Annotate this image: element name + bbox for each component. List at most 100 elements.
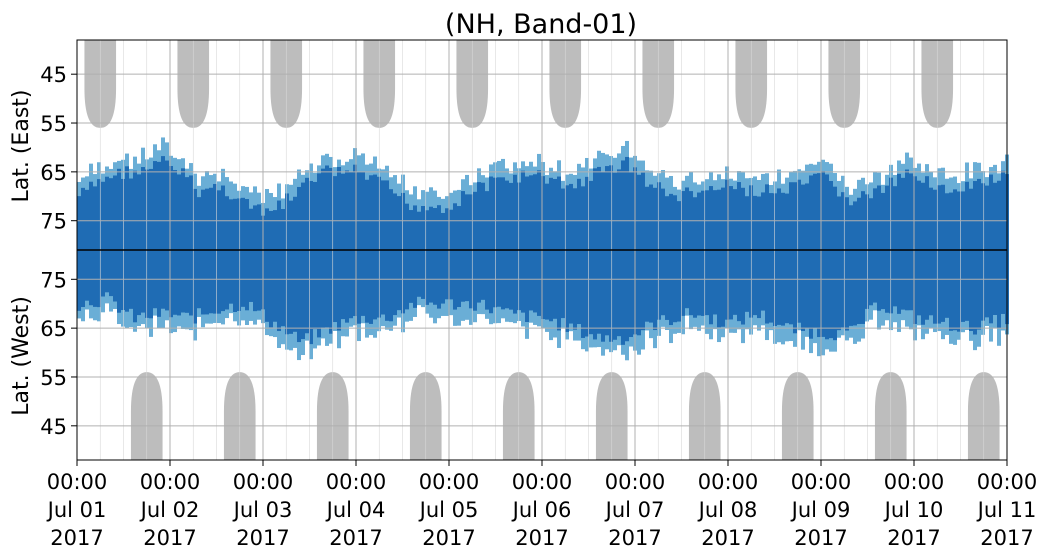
coverage-dark xyxy=(201,250,205,315)
coverage-dark xyxy=(465,194,469,250)
coverage-dark xyxy=(721,187,725,250)
coverage-dark xyxy=(385,250,389,321)
x-tick-label: 2017 xyxy=(887,526,940,550)
coverage-dark xyxy=(513,174,517,250)
coverage-dark xyxy=(753,250,757,316)
coverage-dark xyxy=(357,171,361,250)
coverage-dark xyxy=(717,250,721,328)
coverage-dark xyxy=(821,250,825,337)
coverage-dark xyxy=(809,175,813,250)
coverage-dark xyxy=(733,250,737,315)
coverage-dark xyxy=(649,184,653,250)
coverage-dark xyxy=(625,250,629,342)
coverage-dark xyxy=(481,182,485,250)
coverage-dark xyxy=(669,193,673,250)
coverage-dark xyxy=(381,250,385,315)
coverage-dark xyxy=(465,250,469,302)
coverage-dark xyxy=(817,250,821,338)
coverage-dark xyxy=(725,250,729,320)
coverage-dark xyxy=(137,250,141,316)
coverage-dark xyxy=(741,250,745,325)
coverage-dark xyxy=(81,187,85,250)
coverage-dark xyxy=(881,192,885,250)
coverage-dark xyxy=(629,250,633,338)
coverage-dark xyxy=(561,250,565,319)
coverage-dark xyxy=(521,170,525,250)
coverage-dark xyxy=(997,180,1001,250)
coverage-dark xyxy=(585,176,589,250)
coverage-dark xyxy=(369,175,373,250)
coverage-dark xyxy=(105,250,109,293)
coverage-dark xyxy=(577,178,581,250)
coverage-dark xyxy=(901,250,905,310)
coverage-dark xyxy=(457,250,461,308)
coverage-dark xyxy=(157,161,161,250)
coverage-dark xyxy=(801,184,805,250)
coverage-dark xyxy=(265,250,269,322)
coverage-dark xyxy=(761,250,765,311)
coverage-dark xyxy=(657,182,661,250)
coverage-dark xyxy=(845,250,849,331)
x-tick-label: Jul 03 xyxy=(232,498,293,522)
coverage-dark xyxy=(301,250,305,340)
coverage-dark xyxy=(125,166,129,250)
coverage-dark xyxy=(137,174,141,250)
coverage-dark xyxy=(237,198,241,250)
coverage-dark xyxy=(301,182,305,250)
coverage-dark xyxy=(269,250,273,328)
coverage-dark xyxy=(765,184,769,250)
coverage-dark xyxy=(257,250,261,311)
coverage-dark xyxy=(273,250,277,322)
coverage-dark xyxy=(181,250,185,313)
coverage-dark xyxy=(125,250,129,312)
coverage-dark xyxy=(841,250,845,328)
coverage-dark xyxy=(209,250,213,314)
coverage-dark xyxy=(865,194,869,250)
coverage-dark xyxy=(277,200,281,250)
coverage-dark xyxy=(245,199,249,250)
x-tick-label: 00:00 xyxy=(884,470,945,494)
coverage-dark xyxy=(77,250,81,311)
coverage-dark xyxy=(373,250,377,320)
coverage-dark xyxy=(933,250,937,324)
coverage-dark xyxy=(577,250,581,325)
coverage-dark xyxy=(305,177,309,250)
coverage-dark xyxy=(241,197,245,250)
coverage-dark xyxy=(201,189,205,250)
coverage-dark xyxy=(761,192,765,250)
coverage-dark xyxy=(553,178,557,250)
coverage-dark xyxy=(877,250,881,311)
y-tick-label: 75 xyxy=(40,210,67,234)
coverage-dark xyxy=(537,250,541,316)
coverage-dark xyxy=(133,170,137,250)
x-tick-label: 00:00 xyxy=(326,470,387,494)
coverage-dark xyxy=(225,196,229,250)
coverage-dark xyxy=(333,176,337,250)
coverage-dark xyxy=(353,164,357,250)
coverage-dark xyxy=(325,250,329,328)
coverage-dark xyxy=(141,250,145,313)
coverage-dark xyxy=(149,168,153,250)
coverage-dark xyxy=(681,250,685,316)
coverage-dark xyxy=(981,183,985,250)
coverage-dark xyxy=(441,250,445,304)
coverage-dark xyxy=(153,161,157,250)
coverage-dark xyxy=(909,250,913,311)
coverage-dark xyxy=(421,250,425,299)
coverage-dark xyxy=(249,250,253,302)
coverage-dark xyxy=(769,193,773,250)
coverage-dark xyxy=(533,250,537,313)
coverage-dark xyxy=(797,250,801,323)
coverage-dark xyxy=(773,193,777,250)
x-tick-label: 00:00 xyxy=(512,470,573,494)
coverage-dark xyxy=(817,173,821,250)
coverage-dark xyxy=(313,181,317,250)
coverage-dark xyxy=(993,182,997,250)
coverage-dark xyxy=(85,189,89,250)
coverage-dark xyxy=(805,250,809,329)
coverage-dark xyxy=(281,250,285,327)
x-tick-label: Jul 06 xyxy=(511,498,572,522)
coverage-dark xyxy=(897,173,901,250)
coverage-dark xyxy=(329,167,333,250)
coverage-dark xyxy=(113,175,117,250)
